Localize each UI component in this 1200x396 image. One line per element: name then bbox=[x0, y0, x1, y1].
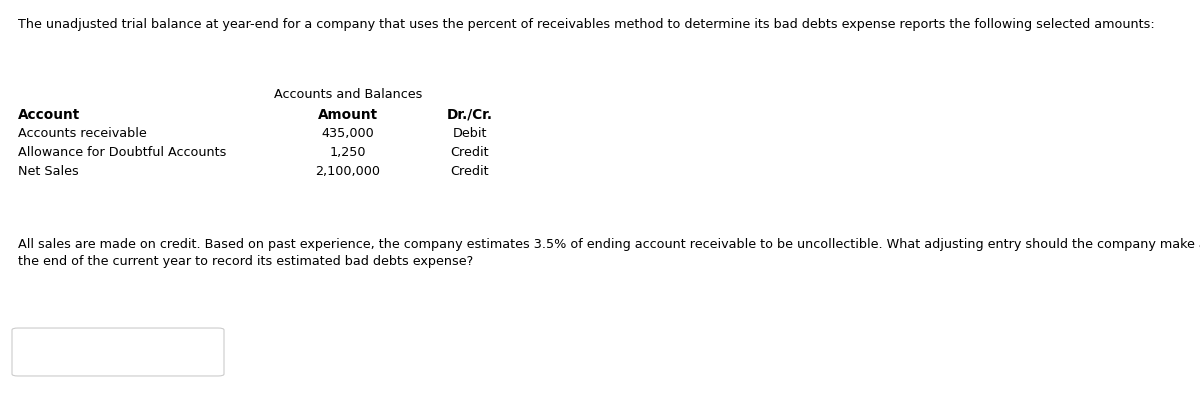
Text: 2,100,000: 2,100,000 bbox=[316, 165, 380, 178]
Text: Credit: Credit bbox=[451, 165, 490, 178]
Text: Allowance for Doubtful Accounts: Allowance for Doubtful Accounts bbox=[18, 146, 227, 159]
Text: Accounts receivable: Accounts receivable bbox=[18, 127, 146, 140]
Text: Amount: Amount bbox=[318, 108, 378, 122]
Text: Credit: Credit bbox=[451, 146, 490, 159]
Text: The unadjusted trial balance at year-end for a company that uses the percent of : The unadjusted trial balance at year-end… bbox=[18, 18, 1154, 31]
Text: Dr./Cr.: Dr./Cr. bbox=[446, 108, 493, 122]
Text: 1,250: 1,250 bbox=[330, 146, 366, 159]
Text: Net Sales: Net Sales bbox=[18, 165, 79, 178]
Text: Debit: Debit bbox=[452, 127, 487, 140]
Text: Account: Account bbox=[18, 108, 80, 122]
Text: Accounts and Balances: Accounts and Balances bbox=[274, 88, 422, 101]
Text: the end of the current year to record its estimated bad debts expense?: the end of the current year to record it… bbox=[18, 255, 473, 268]
Text: 435,000: 435,000 bbox=[322, 127, 374, 140]
Text: All sales are made on credit. Based on past experience, the company estimates 3.: All sales are made on credit. Based on p… bbox=[18, 238, 1200, 251]
